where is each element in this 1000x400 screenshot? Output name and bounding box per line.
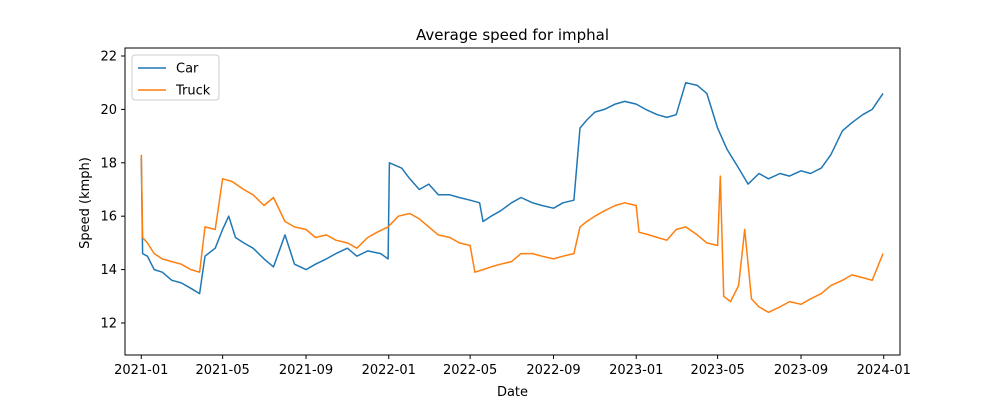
y-tick-label: 12 <box>100 316 117 331</box>
axes-layer: 2021-01 2021-05 2021-09 2022-01 2022-05 2022-… <box>100 47 911 378</box>
legend-label-truck: Truck <box>175 84 211 99</box>
series-line-truck <box>140 154 884 314</box>
legend-label-car: Car <box>176 62 199 77</box>
y-tick-label: 22 <box>100 50 117 65</box>
x-tick-label: 2021-01 <box>114 363 168 378</box>
x-tick-label: 2022-05 <box>443 363 497 378</box>
x-axis-title: Date <box>497 385 528 400</box>
x-tick-label: 2021-09 <box>279 363 333 378</box>
y-tick-label: 14 <box>100 263 117 278</box>
plot-frame <box>124 47 901 356</box>
legend: Car Truck <box>131 54 220 101</box>
x-tick-label: 2022-01 <box>362 363 416 378</box>
x-tick-label: 2022-09 <box>526 363 580 378</box>
y-tick-label: 16 <box>100 210 117 225</box>
y-tick-label: 18 <box>100 156 117 171</box>
series-layer <box>140 81 884 314</box>
x-tick-label: 2023-09 <box>774 363 828 378</box>
y-tick-label: 20 <box>100 103 117 118</box>
x-tick-label: 2021-05 <box>195 363 249 378</box>
x-tick-label: 2023-01 <box>609 363 663 378</box>
y-axis-title: Speed (kmph) <box>78 157 93 249</box>
chart-title: Average speed for imphal <box>416 26 609 44</box>
legend-box <box>131 54 220 101</box>
x-tick-label: 2023-05 <box>690 363 744 378</box>
series-line-car <box>140 81 884 295</box>
x-tick-label: 2024-01 <box>857 363 911 378</box>
